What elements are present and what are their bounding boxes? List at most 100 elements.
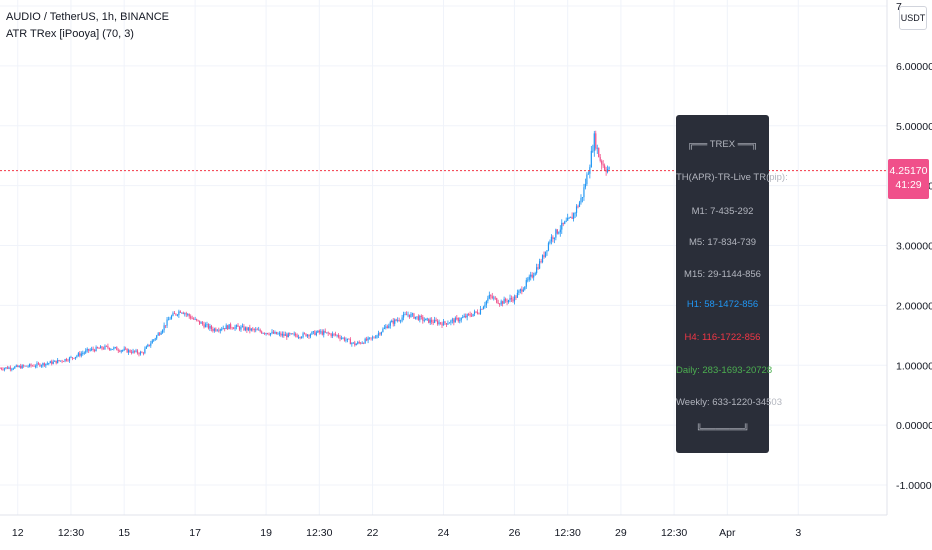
candle [567,213,569,221]
candle [392,317,394,327]
candle [299,336,301,340]
candle-body [565,220,567,222]
candle-body [6,367,8,369]
candle-body [82,353,84,354]
candle [572,212,575,222]
candle [358,340,360,345]
candle-body [107,345,109,348]
candle-body [426,318,428,320]
candle [54,360,56,362]
candle-body [156,335,158,339]
candle [537,263,539,270]
candle [525,277,527,289]
candle [274,330,276,335]
candle [565,217,567,223]
candle-body [295,333,297,336]
candle-body [367,337,369,341]
candle [57,358,59,364]
candle [513,294,516,305]
candle [305,333,307,337]
candle-body [465,316,467,318]
candle [552,235,554,243]
candle [302,331,304,339]
candle-body [407,314,409,316]
candle [64,358,66,363]
candle-body [141,352,143,353]
candle [300,336,303,339]
candle-body [244,327,247,331]
candle-body [334,333,337,336]
candle [417,314,419,321]
candle [148,344,150,347]
candle-body [361,342,363,344]
candle-body [373,337,375,339]
candle-body [151,340,153,344]
indicator-title[interactable]: ATR TRex [iPooya] (70, 3) [6,28,134,40]
candle-body [261,331,263,334]
candle-body [173,313,176,315]
candle-body [269,333,272,335]
candle-body [506,300,508,303]
candle [261,330,263,334]
candle [422,315,424,324]
candle-body [441,323,443,326]
candle [139,350,142,356]
candle [237,323,239,327]
candle-body [58,360,60,361]
candle [326,332,328,334]
symbol-title[interactable]: AUDIO / TetherUS, 1h, BINANCE [6,11,170,23]
candle [540,258,542,264]
candle-body [456,317,458,319]
candle-body [290,333,292,335]
candle [293,331,295,337]
candle [428,318,430,324]
candle-body [354,342,356,346]
candle-body [578,202,581,207]
candle-body [436,320,439,325]
candle [85,348,87,354]
currency-button[interactable]: USDT [899,6,927,30]
candle [606,165,609,174]
candle-body [509,298,511,301]
candle [82,350,84,356]
candle [595,130,597,151]
candle-body [153,339,155,341]
candle [258,326,260,331]
candle-body [592,150,594,152]
candle [408,314,411,319]
candle-body [240,326,242,330]
candle-body [522,289,524,292]
panel-footer: ╚══════╝ [695,424,750,435]
candle-body [321,331,323,335]
candle-body [604,165,606,170]
candle [329,332,331,335]
candle [346,338,349,343]
candle-body [298,336,300,338]
candle [336,334,338,338]
candle-body [23,365,25,367]
candle-body [292,333,294,335]
candle-body [559,229,561,233]
candle-body [527,279,529,281]
candle-body [531,274,533,278]
candle [259,328,261,333]
candle [197,319,199,322]
candle-body [478,313,480,315]
candle [321,329,323,336]
candle-body [422,316,424,321]
candle [252,327,254,332]
candle [348,338,350,340]
candle-body [490,294,492,297]
candle [333,333,335,337]
candle [575,204,578,217]
candle [334,331,337,337]
candle [500,299,502,306]
candle [231,326,233,330]
candle [568,216,570,219]
candle-body [447,323,449,325]
panel-row-m15: M15: 29-1144-856 [684,269,761,280]
candle [62,360,65,363]
candle-body [598,147,600,158]
candle [593,130,595,157]
